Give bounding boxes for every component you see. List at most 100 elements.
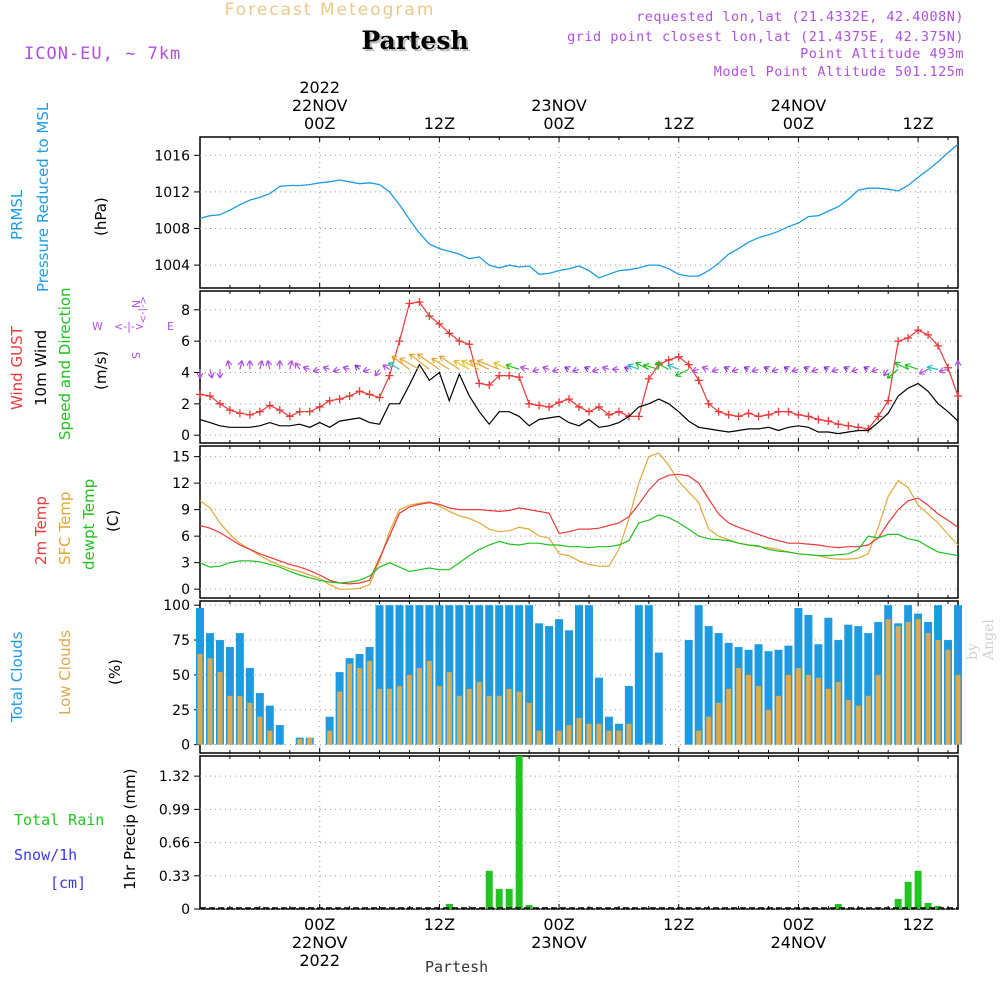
wind-direction-arrow: [723, 366, 731, 373]
wind-direction-arrow: [954, 360, 962, 370]
series-sfc-temp-line: [199, 452, 959, 590]
low-cloud-bar: [556, 730, 562, 745]
top-time-label: 22NOV: [292, 96, 348, 115]
low-cloud-bar: [257, 716, 263, 745]
low-cloud-bar: [646, 743, 652, 745]
wind-direction-arrow: [938, 367, 949, 374]
rain-bar: [904, 881, 912, 909]
low-cloud-bar: [476, 681, 482, 745]
low-cloud-bar: [536, 730, 542, 745]
total-cloud-bar: [555, 619, 564, 745]
low-cloud-bar: [815, 677, 821, 745]
low-cloud-bar: [746, 674, 752, 745]
total-cloud-bar: [275, 725, 284, 745]
top-time-label: 00Z: [304, 114, 335, 133]
wind-direction-arrow: [791, 366, 799, 374]
y-tick-label: 0: [181, 738, 190, 754]
rain-bar: [834, 903, 842, 909]
wind-direction-arrow: [667, 363, 679, 370]
gust-point-marker: [724, 410, 733, 419]
gust-point-marker: [804, 412, 813, 421]
low-cloud-bar: [496, 695, 502, 745]
wind-direction-arrow: [627, 363, 640, 370]
bottom-time-label: 00Z: [783, 915, 814, 934]
wind-direction-arrow: [391, 355, 410, 370]
y-tick-label: 6: [181, 334, 190, 350]
total-cloud-bar: [375, 605, 384, 745]
compass-ns-arrow: <-|->: [137, 296, 148, 323]
wind-unit: (m/s): [92, 351, 110, 390]
wind-direction-arrow: [374, 369, 381, 377]
compass-west: W: [92, 320, 103, 333]
total-cloud-bar: [475, 605, 484, 745]
bottom-time-label: 12Z: [424, 915, 455, 934]
low-cloud-bar: [835, 681, 841, 745]
total-cloud-bar: [495, 605, 504, 745]
gust-point-marker: [555, 398, 564, 407]
grid-point-coords: grid point closest lon,lat (21.4375E, 42…: [567, 29, 964, 45]
wind-label-10m: 10m Wind: [32, 330, 50, 406]
y-tick-label: 75: [172, 633, 190, 649]
wind-direction-arrow: [743, 366, 751, 373]
temp-label-dewpt: dewpt Temp: [80, 479, 98, 570]
forecast-title: Forecast Meteogram: [224, 0, 436, 20]
total-cloud-bar: [594, 677, 603, 745]
total-cloud-bar: [405, 605, 414, 745]
y-tick-label: 1.32: [159, 769, 190, 785]
top-time-label: 12Z: [902, 114, 933, 133]
temp-label-2m: 2m Temp: [32, 496, 50, 565]
gust-point-marker: [684, 360, 693, 369]
gust-point-marker: [465, 340, 474, 349]
gust-point-marker: [824, 417, 833, 426]
gust-point-marker: [545, 402, 554, 411]
wind-direction-arrow: [894, 361, 909, 370]
low-cloud-bar: [586, 723, 592, 745]
total-cloud-bar: [844, 624, 853, 745]
wind-direction-arrow: [886, 368, 899, 379]
low-cloud-bar: [297, 739, 303, 745]
wind-direction-arrow: [926, 364, 939, 372]
bottom-time-label: 00Z: [543, 915, 574, 934]
low-cloud-bar: [606, 730, 612, 745]
total-cloud-bar: [824, 617, 833, 745]
gust-point-marker: [674, 352, 683, 361]
rain-side-label: Total Rain: [14, 811, 104, 829]
wind-direction-arrow: [701, 365, 709, 372]
total-cloud-bar: [395, 605, 404, 745]
wind-direction-arrow: [387, 362, 400, 370]
low-cloud-bar: [845, 700, 851, 745]
wind-direction-arrow: [416, 353, 440, 370]
total-cloud-bar: [435, 605, 444, 745]
total-cloud-bar: [235, 633, 244, 745]
pressure-label-msl: Pressure Reduced to MSL: [34, 102, 52, 292]
wind-direction-arrow: [519, 364, 530, 372]
y-tick-label: 15: [172, 450, 190, 466]
wind-direction-arrow: [246, 360, 254, 370]
low-cloud-bar: [795, 667, 801, 745]
total-cloud-bar: [385, 605, 394, 745]
rain-bar: [485, 870, 493, 909]
total-cloud-bar: [535, 623, 544, 745]
wind-label-gust: Wind GUST: [8, 325, 26, 410]
gust-point-marker: [794, 410, 803, 419]
wind-direction-arrow: [461, 359, 480, 370]
total-cloud-bar: [864, 633, 873, 745]
wind-direction-arrow: [332, 366, 340, 374]
wind-direction-arrow: [691, 366, 699, 374]
y-tick-label: 12: [172, 476, 190, 492]
low-cloud-bar: [357, 667, 363, 745]
gust-point-marker: [405, 299, 414, 308]
low-cloud-bar: [426, 660, 432, 745]
gust-point-marker: [435, 319, 444, 328]
y-tick-label: 0: [181, 428, 190, 444]
top-time-label: 12Z: [424, 114, 455, 133]
gust-point-marker: [954, 391, 962, 400]
y-tick-label: 3: [181, 556, 190, 572]
top-time-label: 00Z: [783, 114, 814, 133]
low-cloud-bar: [895, 626, 901, 745]
wind-direction-arrow: [863, 366, 870, 373]
gust-point-marker: [634, 412, 643, 421]
wind-direction-arrow: [904, 363, 919, 370]
total-cloud-bar: [455, 605, 464, 745]
